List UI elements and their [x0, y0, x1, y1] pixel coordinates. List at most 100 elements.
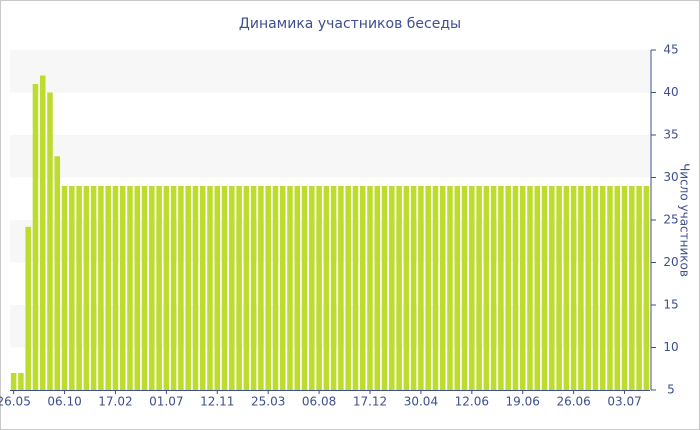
bar — [483, 186, 490, 390]
bar — [621, 186, 628, 390]
bar — [54, 156, 61, 390]
bar — [18, 373, 24, 390]
y-tick-label: 35 — [663, 128, 678, 142]
bar — [192, 186, 199, 390]
bar — [519, 186, 526, 390]
bar — [178, 186, 184, 390]
bar — [156, 186, 162, 390]
bar — [207, 186, 213, 390]
chart-title: Динамика участников беседы — [239, 16, 461, 32]
x-tick-label: 26.06 — [556, 395, 590, 409]
bar — [134, 186, 141, 390]
bar — [454, 186, 461, 390]
bar — [570, 186, 577, 390]
bar — [221, 186, 228, 390]
bar — [556, 186, 562, 390]
bar — [272, 186, 279, 390]
x-tick-label: 12.11 — [200, 395, 234, 409]
bar — [105, 186, 111, 390]
x-tick-label: 25.03 — [251, 395, 285, 409]
x-tick-label: 01.07 — [149, 395, 183, 409]
x-tick-label: 26.05 — [0, 395, 31, 409]
bar — [61, 186, 68, 390]
bar — [279, 186, 286, 390]
bar — [512, 186, 519, 390]
x-tick-label: 17.02 — [98, 395, 132, 409]
bar — [243, 186, 250, 390]
y-tick-label: 15 — [663, 298, 678, 312]
bar — [250, 186, 257, 390]
bar — [112, 186, 119, 390]
bar — [505, 186, 511, 390]
bar — [418, 186, 424, 390]
bar — [69, 186, 75, 390]
bar — [607, 186, 613, 390]
bar — [403, 186, 410, 390]
x-tick-label: 30.04 — [404, 395, 438, 409]
bar — [534, 186, 541, 390]
bar — [352, 186, 359, 390]
y-tick-label: 40 — [663, 85, 678, 99]
bar — [461, 186, 468, 390]
bar — [359, 186, 366, 390]
bar — [592, 186, 599, 390]
bar — [469, 186, 475, 390]
y-tick-label: 5 — [667, 383, 675, 397]
bar — [294, 186, 301, 390]
x-tick-label: 03.07 — [607, 395, 641, 409]
bar — [563, 186, 570, 390]
bar — [338, 186, 344, 390]
y-tick-label: 10 — [663, 340, 678, 354]
bar — [39, 75, 46, 390]
y-tick-label: 45 — [663, 43, 678, 57]
bar — [636, 186, 642, 390]
bar — [149, 186, 155, 390]
x-tick-label: 17.12 — [353, 395, 387, 409]
bar — [309, 186, 315, 390]
bar — [527, 186, 533, 390]
bar — [330, 186, 337, 390]
bar — [578, 186, 584, 390]
bar — [127, 186, 133, 390]
bar — [170, 186, 177, 390]
bar — [301, 186, 308, 390]
bar — [614, 186, 621, 390]
bar — [345, 186, 351, 390]
bar — [476, 186, 482, 390]
bar — [316, 186, 322, 390]
bar — [643, 186, 650, 390]
x-tick-label: 06.10 — [47, 395, 81, 409]
bar — [541, 186, 548, 390]
bar — [76, 186, 82, 390]
y-axis-label: Число участников — [678, 163, 692, 277]
grid-band — [10, 50, 650, 93]
bar — [367, 186, 373, 390]
grid-band — [10, 135, 650, 178]
bar — [98, 186, 104, 390]
bar — [425, 186, 431, 390]
bar — [199, 186, 206, 390]
bar — [163, 186, 170, 390]
bar — [498, 186, 504, 390]
x-tick-label: 12.06 — [455, 395, 489, 409]
y-tick-label: 30 — [663, 170, 678, 184]
bar — [447, 186, 453, 390]
x-tick-label: 19.06 — [506, 395, 540, 409]
bar — [432, 186, 439, 390]
x-tick-label: 06.08 — [302, 395, 336, 409]
bar — [410, 186, 417, 390]
bar — [32, 84, 39, 390]
bar — [381, 186, 388, 390]
bar — [47, 92, 53, 390]
bar — [599, 186, 606, 390]
bar — [25, 226, 31, 390]
bar — [119, 186, 126, 390]
bar — [490, 186, 497, 390]
bar — [374, 186, 381, 390]
bar — [90, 186, 97, 390]
y-tick-label: 25 — [663, 213, 678, 227]
bar — [389, 186, 395, 390]
bar — [265, 186, 271, 390]
bar — [185, 186, 191, 390]
